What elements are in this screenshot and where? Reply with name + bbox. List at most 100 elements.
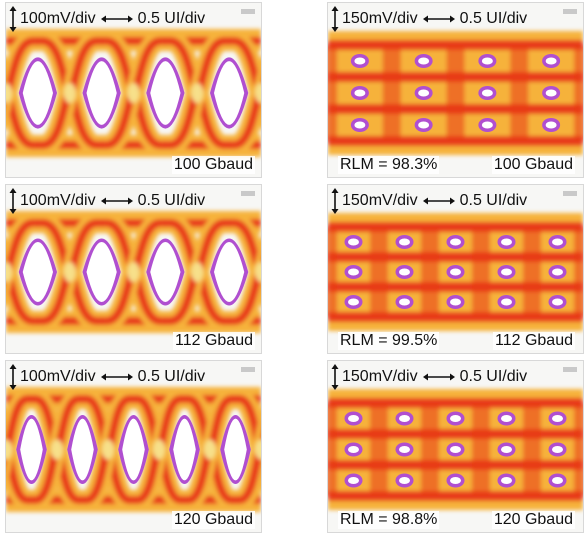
eye-crossing (255, 83, 261, 103)
pam4-eye-opening (348, 477, 359, 484)
scale-annotation: 100mV/div 0.5 UI/div (8, 363, 205, 391)
horizontal-double-arrow-icon (422, 15, 455, 23)
vertical-double-arrow-icon (9, 188, 17, 214)
pam4-transition (574, 403, 583, 496)
eye-crossing (51, 439, 63, 460)
eye-opening (122, 418, 145, 481)
pam4-eye-opening (552, 477, 563, 484)
pam4-transition (574, 227, 583, 317)
vertical-scale-label: 150mV/div (342, 10, 418, 27)
pam4-level (328, 460, 583, 470)
pam4-level (328, 312, 583, 322)
eye-transition-core (233, 263, 261, 325)
horizontal-scale-label: 0.5 UI/div (137, 192, 206, 209)
pam4-eye-opening (552, 238, 563, 246)
vertical-double-arrow-icon (9, 364, 17, 390)
pam4-eye-opening (399, 298, 410, 306)
pam4-eye-opening (545, 57, 557, 65)
pam4-eye-opening (399, 446, 410, 453)
pam4-eye-opening (354, 57, 366, 65)
eye-diagram (6, 211, 261, 333)
pam4-eye-opening (450, 415, 461, 422)
eye-crossing (127, 83, 140, 103)
rlm-label: RLM = 98.3% (338, 156, 440, 174)
eye-opening (214, 242, 245, 302)
horizontal-scale-label: 0.5 UI/div (459, 192, 528, 209)
vertical-double-arrow-icon (331, 188, 339, 214)
pam4-eye-opening (348, 446, 359, 453)
vertical-scale-label: 150mV/div (342, 192, 418, 209)
pam4-eye-opening (501, 298, 512, 306)
pam4-transition (370, 403, 388, 496)
eye-diagram-panel-right-100: 150mV/div 0.5 UI/div 100 Gbaud RLM = 98.3% (327, 2, 584, 178)
eye-opening (224, 418, 247, 481)
pam4-transition (574, 45, 583, 141)
pam4-transition (523, 227, 541, 317)
pam4-eye-opening (501, 415, 512, 422)
horizontal-double-arrow-icon (100, 197, 133, 205)
pam4-level (328, 491, 583, 501)
eye-crossing (255, 439, 261, 460)
pam4-eye-opening (450, 268, 461, 276)
pam4-eye-opening (399, 415, 410, 422)
eye-diagram-panel-left-120: 100mV/div 0.5 UI/div 120 Gbaud (5, 360, 262, 533)
baud-rate-label: 112 Gbaud (493, 332, 575, 350)
pam4-eye-opening (418, 89, 430, 97)
eye-transition-core (6, 436, 29, 504)
pam4-eye-opening (481, 89, 493, 97)
eye-opening (22, 61, 53, 125)
eye-opening (22, 242, 53, 302)
eye-diagram-panel-left-112: 100mV/div 0.5 UI/div 112 Gbaud (5, 184, 262, 354)
pam4-eye-opening (450, 238, 461, 246)
eye-diagram-panel-left-100: 100mV/div 0.5 UI/div 100 Gbaud (5, 2, 262, 178)
eye-crossing (204, 439, 216, 460)
eye-diagram (328, 31, 583, 155)
eye-transition-core (6, 83, 34, 149)
pam4-eye-opening (450, 446, 461, 453)
eye-diagram-panel-right-112: 150mV/div 0.5 UI/div 112 Gbaud RLM = 99.5% (327, 184, 584, 354)
pam4-eye-opening (481, 57, 493, 65)
eye-crossing (191, 83, 204, 103)
pam4-eye-opening (545, 89, 557, 97)
baud-rate-label: 120 Gbaud (171, 511, 255, 529)
vertical-scale-label: 100mV/div (20, 192, 96, 209)
scale-annotation: 150mV/div 0.5 UI/div (330, 363, 527, 391)
baud-rate-label: 100 Gbaud (491, 156, 575, 174)
horizontal-double-arrow-icon (422, 373, 455, 381)
pam4-eye-opening (450, 477, 461, 484)
eye-transition-core (233, 37, 261, 103)
eye-opening (214, 61, 245, 125)
pam4-eye-opening (481, 121, 493, 129)
eye-opening (71, 418, 94, 481)
pam4-eye-opening (501, 268, 512, 276)
pam4-level (328, 398, 583, 408)
pam4-eye-opening (399, 477, 410, 484)
pam4-eye-opening (545, 121, 557, 129)
horizontal-scale-label: 0.5 UI/div (459, 368, 528, 385)
vertical-double-arrow-icon (331, 364, 339, 390)
pam4-transition (421, 227, 439, 317)
pam4-eye-opening (348, 415, 359, 422)
pam4-eye-opening (501, 238, 512, 246)
pam4-eye-opening (552, 415, 563, 422)
pam4-transition (382, 45, 401, 141)
vertical-double-arrow-icon (331, 6, 339, 32)
scope-legend-marker (563, 191, 577, 196)
pam4-eye-opening (552, 268, 563, 276)
baud-rate-label: 120 Gbaud (491, 511, 575, 529)
eye-crossing (102, 439, 114, 460)
pam4-transition (510, 45, 529, 141)
pam4-transition (328, 403, 337, 496)
scope-legend-marker (241, 9, 255, 14)
eye-opening (150, 242, 181, 302)
vertical-scale-label: 150mV/div (342, 368, 418, 385)
horizontal-double-arrow-icon (422, 197, 455, 205)
scope-legend-marker (563, 367, 577, 372)
eye-crossing (153, 439, 165, 460)
scale-annotation: 150mV/div 0.5 UI/div (330, 5, 527, 33)
horizontal-scale-label: 0.5 UI/div (137, 368, 206, 385)
baud-rate-label: 100 Gbaud (171, 156, 255, 174)
scale-annotation: 100mV/div 0.5 UI/div (8, 187, 205, 215)
horizontal-double-arrow-icon (100, 15, 133, 23)
scale-annotation: 100mV/div 0.5 UI/div (8, 5, 205, 33)
